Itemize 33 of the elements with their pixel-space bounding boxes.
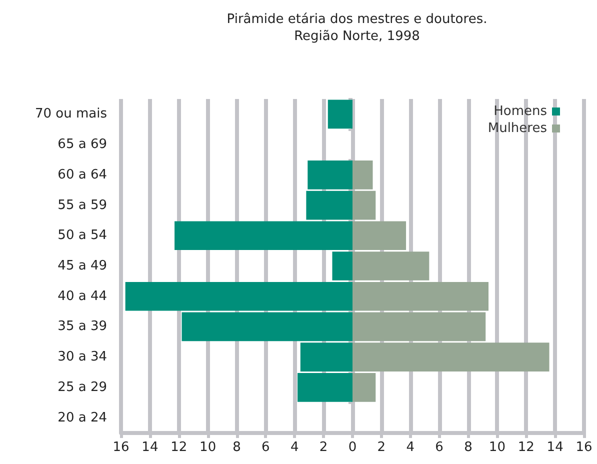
x-tick-label: 6: [262, 440, 270, 455]
y-tick-label: 65 a 69: [58, 137, 107, 152]
x-tick-label: 12: [518, 440, 534, 455]
x-tick-label: 14: [142, 440, 158, 455]
y-tick-label: 45 a 49: [58, 258, 107, 274]
x-tick-label: 0: [348, 440, 357, 455]
y-tick-label: 30 a 34: [58, 350, 107, 365]
y-tick-label: 55 a 59: [58, 198, 107, 213]
legend-label: Mulheres: [488, 121, 548, 136]
y-tick-label: 25 a 29: [58, 380, 107, 395]
x-tick-label: 10: [488, 440, 506, 455]
x-tick-label: 6: [435, 440, 444, 455]
x-tick-label: 4: [406, 440, 415, 455]
x-tick-label: 8: [464, 440, 472, 455]
y-tick-label: 40 a 44: [58, 288, 107, 304]
chart-title: Pirâmide etária dos mestres e doutores.: [226, 12, 488, 27]
y-tick-label: 35 a 39: [58, 319, 107, 334]
y-tick-label: 60 a 64: [58, 167, 107, 182]
y-tick-label: 50 a 54: [58, 228, 107, 244]
x-tick-label: 2: [377, 440, 386, 455]
x-tick-label: 14: [546, 440, 564, 455]
bar: [328, 100, 352, 129]
x-tick-label: 16: [576, 440, 592, 455]
x-tick-label: 4: [290, 440, 299, 455]
y-tick-label: 70 ou mais: [34, 106, 108, 122]
chart-subtitle: Região Norte, 1998: [294, 29, 420, 44]
x-tick-label: 10: [200, 440, 216, 455]
x-tick-label: 8: [232, 440, 241, 455]
x-tick-label: 2: [319, 440, 328, 455]
x-tick-label: 16: [112, 440, 130, 455]
y-tick-label: 20 a 24: [58, 410, 107, 426]
x-tick-label: 12: [170, 440, 188, 455]
legend-label: Homens: [494, 104, 548, 119]
